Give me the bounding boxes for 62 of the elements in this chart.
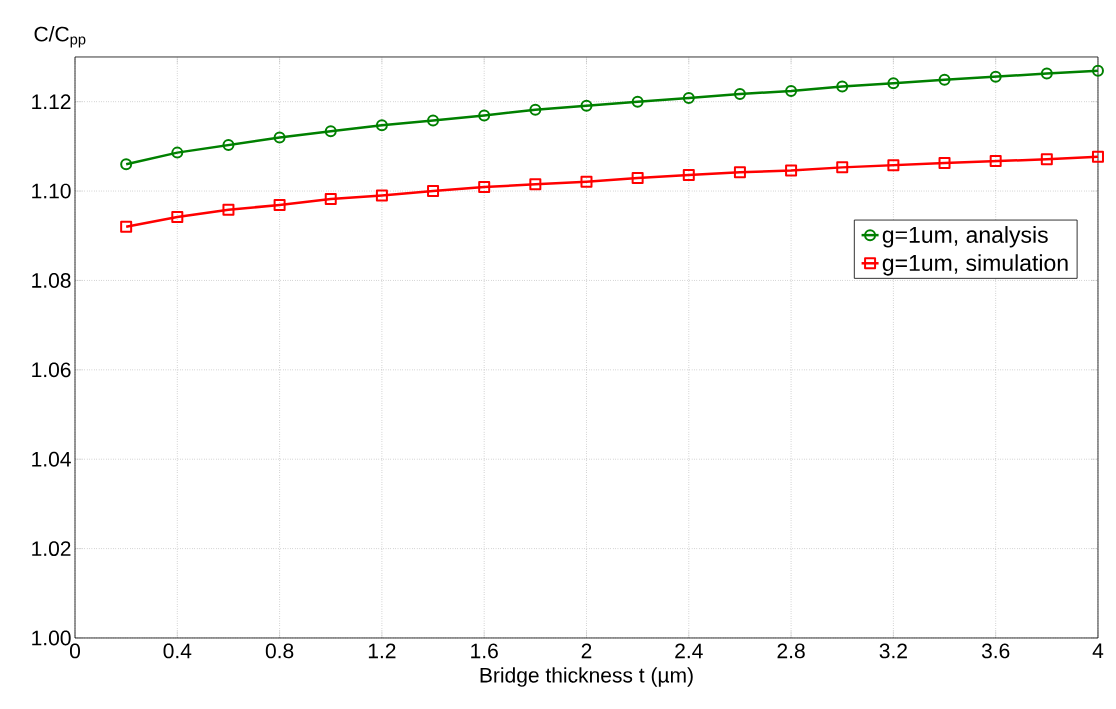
x-tick-label: 1.6 [471,643,498,659]
point [631,172,644,185]
x-tick-label: 0.4 [163,643,192,659]
point [171,210,184,223]
y-tick-label: 1.02 [32,541,71,557]
point [989,70,1002,83]
point [427,185,440,198]
x-tick-label: 3.2 [879,643,907,659]
point [631,95,644,108]
legend-label: g=1um, simulation [882,254,1068,276]
point [682,168,695,181]
point [836,161,849,174]
y-tick-label: 1.00 [32,630,71,646]
point [785,164,798,177]
legend-label: g=1um, analysis [882,226,1048,248]
point [222,139,235,152]
x-tick-label: 1.2 [368,643,396,659]
point [1091,64,1104,77]
x-tick-label: 3.6 [981,643,1010,659]
point [529,178,542,191]
point [120,220,133,233]
x-tick-label: 0 [70,643,81,659]
point [785,84,798,97]
x-tick-label: 2 [581,643,592,659]
x-tick-label: 2.8 [777,643,805,659]
point [887,77,900,90]
point [171,146,184,159]
point [273,198,286,211]
point [989,155,1002,168]
point [887,159,900,172]
point [375,189,388,202]
x-tick-label: 0.8 [265,643,294,659]
point [938,156,951,169]
y-tick-label: 1.04 [32,451,71,467]
x-axis-title: Bridge thickness t (µm) [480,667,693,687]
y-tick-label: 1.12 [32,94,71,110]
point [273,131,286,144]
y-tick-label: 1.08 [32,273,71,288]
point [427,114,440,127]
x-tick-label: 4 [1092,643,1104,658]
point [478,181,491,194]
point [375,119,388,132]
point [324,125,337,138]
point [1040,67,1053,80]
point [324,193,337,206]
point [938,73,951,86]
y-tick-label: 1.10 [32,183,71,199]
point [682,92,695,105]
point [733,166,746,179]
point [478,109,491,122]
point [580,175,593,188]
point [222,203,235,216]
point [580,99,593,112]
point [1091,150,1104,163]
point [120,158,133,171]
y-axis-title: C/C$_{pp}$ [34,26,86,48]
point [733,88,746,101]
point [1040,153,1053,166]
point [529,103,542,116]
x-tick-label: 2.4 [675,643,703,659]
point [836,80,849,93]
y-tick-label: 1.06 [32,362,71,378]
